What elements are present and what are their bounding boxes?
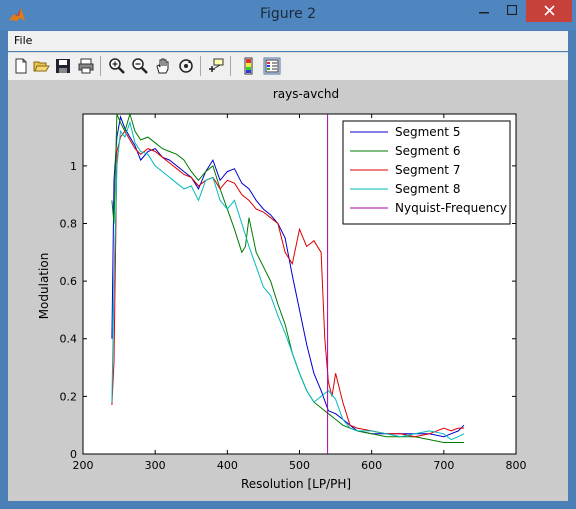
minimize-button[interactable] [470, 0, 498, 22]
legend-entry: Segment 8 [395, 182, 460, 196]
toolbar-separator [230, 56, 231, 76]
maximize-button[interactable] [498, 0, 526, 22]
toolbar-separator [100, 56, 101, 76]
legend-entry: Segment 6 [395, 144, 460, 158]
new-figure-icon[interactable] [12, 57, 30, 75]
pan-hand-icon[interactable] [154, 57, 172, 75]
close-button[interactable] [526, 0, 572, 22]
y-axis: 0 0.2 0.4 0.6 0.8 1 [60, 160, 516, 461]
menu-bar: File [8, 31, 568, 51]
save-icon[interactable] [54, 57, 72, 75]
series-line-0 [111, 115, 465, 438]
close-icon [543, 5, 555, 16]
zoom-out-icon[interactable] [131, 57, 149, 75]
toolbar [8, 52, 568, 81]
x-tick-label: 400 [217, 459, 238, 472]
legend-icon[interactable] [263, 57, 281, 75]
minimize-icon [479, 12, 489, 14]
legend[interactable]: Segment 5 Segment 6 Segment 7 Segment 8 Nyqu… [342, 120, 511, 225]
menu-file[interactable]: File [14, 34, 33, 47]
legend-entry: Nyquist-Frequency [395, 201, 507, 215]
x-tick-label: 500 [289, 459, 310, 472]
x-axis-label: Resolution [LP/PH] [241, 477, 351, 491]
y-tick-label: 0.6 [60, 275, 78, 288]
matlab-logo-icon [9, 8, 25, 21]
print-icon[interactable] [77, 57, 95, 75]
series-line-3 [111, 120, 465, 441]
y-axis-label: Modulation [37, 253, 51, 320]
maximize-icon [506, 4, 518, 16]
x-axis: 200 300 400 500 600 700 800 [73, 114, 527, 472]
x-tick-label: 800 [506, 459, 527, 472]
series-lines [111, 112, 465, 454]
legend-entry: Segment 5 [395, 125, 460, 139]
legend-box [342, 120, 511, 225]
zoom-in-icon[interactable] [108, 57, 126, 75]
y-tick-label: 0.8 [60, 217, 78, 230]
open-file-icon[interactable] [32, 57, 50, 75]
rotate-3d-icon[interactable] [177, 57, 195, 75]
series-line-1 [111, 112, 464, 443]
window-title: Figure 2 [259, 6, 317, 22]
figure-canvas: rays-avchd 200 300 400 500 600 700 800 0 0.2 0.4… [8, 80, 568, 501]
legend-entry: Segment 7 [395, 163, 460, 177]
y-tick-label: 0 [70, 448, 77, 461]
y-tick-label: 0.4 [60, 333, 78, 346]
x-tick-label: 300 [145, 459, 166, 472]
title-bar[interactable]: Figure 2 [0, 0, 576, 30]
x-tick-label: 700 [433, 459, 454, 472]
chart-title: rays-avchd [273, 87, 339, 101]
data-cursor-icon[interactable] [207, 57, 225, 75]
colorbar-icon[interactable] [240, 57, 258, 75]
plot-area[interactable]: rays-avchd 200 300 400 500 600 700 800 0 0.2 0.4… [8, 80, 568, 501]
toolbar-separator [200, 56, 201, 76]
y-tick-label: 0.2 [60, 390, 78, 403]
x-tick-label: 200 [73, 459, 94, 472]
x-tick-label: 600 [361, 459, 382, 472]
y-tick-label: 1 [70, 160, 77, 173]
